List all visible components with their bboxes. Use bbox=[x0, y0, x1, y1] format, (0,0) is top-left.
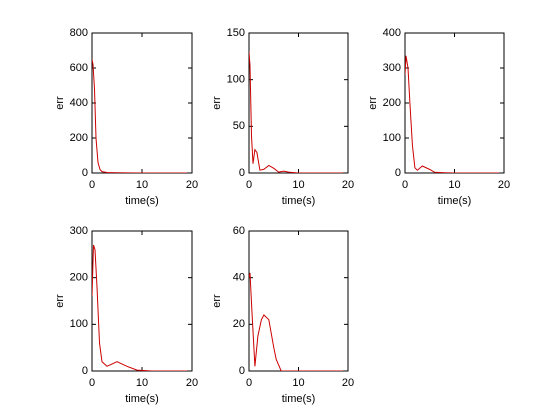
y-tick-label: 0 bbox=[395, 167, 401, 179]
x-tick-label: 10 bbox=[136, 377, 148, 389]
y-tick-label: 0 bbox=[239, 365, 245, 377]
x-tick-label: 0 bbox=[246, 377, 252, 389]
y-tick-label: 150 bbox=[227, 27, 245, 39]
x-tick-label: 0 bbox=[89, 179, 95, 191]
y-tick-label: 300 bbox=[70, 225, 88, 237]
y-axis-label: err bbox=[211, 294, 223, 308]
x-axis-label: time(s) bbox=[438, 195, 472, 207]
y-tick-label: 400 bbox=[70, 97, 88, 109]
data-line bbox=[92, 244, 187, 371]
axes-frame bbox=[91, 230, 193, 372]
y-tick-label: 800 bbox=[70, 27, 88, 39]
y-tick-label: 0 bbox=[239, 167, 245, 179]
x-tick-label: 20 bbox=[186, 179, 198, 191]
y-tick-label: 50 bbox=[233, 120, 245, 132]
y-tick-label: 600 bbox=[70, 62, 88, 74]
axes-frame bbox=[404, 32, 505, 174]
x-tick-label: 20 bbox=[342, 179, 354, 191]
y-tick-label: 20 bbox=[233, 318, 245, 330]
data-line bbox=[249, 272, 344, 371]
axes-frame bbox=[248, 230, 349, 372]
y-tick-label: 200 bbox=[383, 97, 401, 109]
x-tick-label: 10 bbox=[448, 179, 460, 191]
y-tick-label: 100 bbox=[227, 74, 245, 86]
y-tick-label: 100 bbox=[383, 132, 401, 144]
y-axis-label: err bbox=[54, 294, 66, 308]
y-tick-label: 0 bbox=[82, 167, 88, 179]
x-tick-label: 20 bbox=[186, 377, 198, 389]
axes-frame bbox=[248, 32, 349, 174]
data-line bbox=[249, 51, 344, 173]
y-tick-label: 100 bbox=[70, 318, 88, 330]
y-tick-label: 60 bbox=[233, 225, 245, 237]
x-axis-label: time(s) bbox=[125, 393, 159, 405]
x-axis-label: time(s) bbox=[282, 195, 316, 207]
x-tick-label: 10 bbox=[292, 179, 304, 191]
y-axis-label: err bbox=[54, 96, 66, 110]
y-tick-label: 40 bbox=[233, 272, 245, 284]
data-line bbox=[405, 55, 500, 173]
y-tick-label: 400 bbox=[383, 27, 401, 39]
x-tick-label: 0 bbox=[246, 179, 252, 191]
x-tick-label: 10 bbox=[292, 377, 304, 389]
x-tick-label: 10 bbox=[136, 179, 148, 191]
y-tick-label: 0 bbox=[82, 365, 88, 377]
x-tick-label: 0 bbox=[402, 179, 408, 191]
x-axis-label: time(s) bbox=[282, 393, 316, 405]
y-tick-label: 300 bbox=[383, 62, 401, 74]
x-tick-label: 20 bbox=[498, 179, 510, 191]
y-tick-label: 200 bbox=[70, 132, 88, 144]
y-tick-label: 200 bbox=[70, 272, 88, 284]
y-axis-label: err bbox=[367, 96, 379, 110]
x-axis-label: time(s) bbox=[125, 195, 159, 207]
x-tick-label: 0 bbox=[89, 377, 95, 389]
x-tick-label: 20 bbox=[342, 377, 354, 389]
axes-frame bbox=[91, 32, 193, 174]
y-axis-label: err bbox=[211, 96, 223, 110]
data-line bbox=[92, 59, 187, 173]
